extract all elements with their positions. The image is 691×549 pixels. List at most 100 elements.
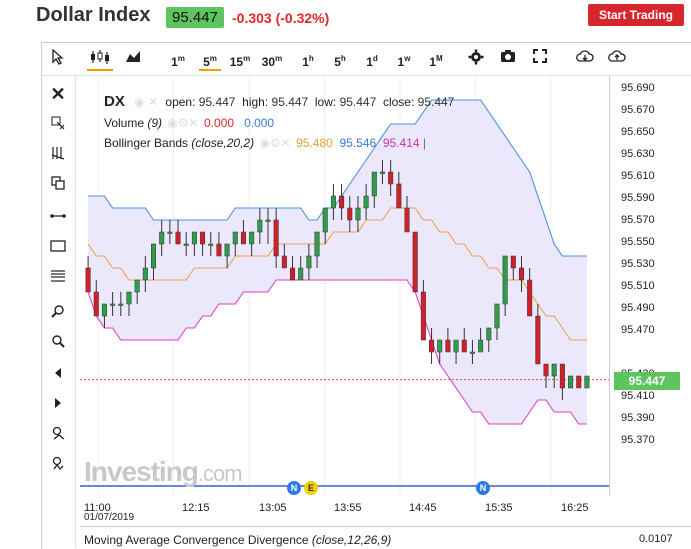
candle[interactable] xyxy=(469,351,475,354)
candle[interactable] xyxy=(110,303,116,306)
candle[interactable] xyxy=(584,375,590,389)
candle[interactable] xyxy=(183,243,189,246)
candle[interactable] xyxy=(224,243,230,257)
candle[interactable] xyxy=(290,267,296,281)
timeframe-5h[interactable]: 5h xyxy=(329,49,351,69)
candle[interactable] xyxy=(347,207,353,221)
eye-icon[interactable]: ◉ ✕ xyxy=(134,95,159,109)
candle[interactable] xyxy=(330,195,336,209)
start-trading-button[interactable]: Start Trading xyxy=(588,4,684,26)
candle[interactable] xyxy=(527,279,533,317)
candle[interactable] xyxy=(208,243,214,246)
bollinger-settings-icon[interactable]: ◉⚙✕ xyxy=(259,136,291,150)
candle[interactable] xyxy=(232,231,238,245)
candle[interactable] xyxy=(502,255,508,305)
candle[interactable] xyxy=(159,231,165,245)
volume-settings-icon[interactable]: ◉⚙✕ xyxy=(167,116,199,130)
candle[interactable] xyxy=(494,303,500,329)
candle[interactable] xyxy=(510,255,516,269)
candle[interactable] xyxy=(396,183,402,209)
candle[interactable] xyxy=(551,363,557,377)
candle[interactable] xyxy=(420,291,426,341)
candle[interactable] xyxy=(93,291,99,317)
close-icon[interactable]: ✕ xyxy=(50,84,66,104)
candle[interactable] xyxy=(200,231,206,245)
candle[interactable] xyxy=(101,303,107,317)
zoom-out-icon[interactable] xyxy=(50,334,66,350)
candle[interactable] xyxy=(543,363,549,377)
candle[interactable] xyxy=(216,243,222,257)
candle[interactable] xyxy=(576,375,582,389)
candle[interactable] xyxy=(379,171,385,174)
candle[interactable] xyxy=(559,363,565,389)
area-chart-icon[interactable] xyxy=(123,49,143,69)
candle[interactable] xyxy=(249,231,255,245)
candle[interactable] xyxy=(461,339,467,353)
candle[interactable] xyxy=(126,291,132,305)
candle[interactable] xyxy=(265,219,271,222)
candle[interactable] xyxy=(355,207,361,221)
candle[interactable] xyxy=(437,339,443,353)
candle[interactable] xyxy=(151,243,157,269)
timeframe-1w[interactable]: 1w xyxy=(393,49,415,69)
event-marker-e[interactable]: E xyxy=(304,481,318,495)
timeframe-1d[interactable]: 1d xyxy=(361,49,383,69)
scroll-right-icon[interactable] xyxy=(50,396,66,412)
candle[interactable] xyxy=(142,267,148,281)
candle[interactable] xyxy=(478,339,484,353)
candle[interactable] xyxy=(339,195,345,209)
cloud-upload-icon[interactable] xyxy=(607,49,627,69)
candle[interactable] xyxy=(298,267,304,281)
candle[interactable] xyxy=(191,231,197,245)
timeframe-1M[interactable]: 1M xyxy=(425,49,447,69)
event-marker-n[interactable]: N xyxy=(476,481,490,495)
candle[interactable] xyxy=(118,303,124,306)
candle[interactable] xyxy=(175,231,181,245)
candle[interactable] xyxy=(306,255,312,269)
scroll-left-icon[interactable] xyxy=(50,366,66,382)
candle[interactable] xyxy=(273,219,279,257)
candle[interactable] xyxy=(404,207,410,233)
candle[interactable] xyxy=(240,231,246,245)
magnet-icon[interactable] xyxy=(50,456,66,472)
price-axis[interactable]: 95.690 95.670 95.650 95.630 95.610 95.590 95.5… xyxy=(609,76,691,496)
candle[interactable] xyxy=(281,255,287,269)
trend-line-icon[interactable] xyxy=(50,208,66,224)
candle[interactable] xyxy=(257,219,263,233)
zoom-reset-icon[interactable] xyxy=(50,426,66,442)
cursor-icon[interactable] xyxy=(49,48,67,69)
candle[interactable] xyxy=(388,171,394,185)
candle[interactable] xyxy=(314,231,320,257)
timeframe-1m[interactable]: 1m xyxy=(167,49,189,69)
zoom-in-icon[interactable] xyxy=(50,304,66,320)
rectangle-icon[interactable] xyxy=(50,239,66,255)
fullscreen-icon[interactable] xyxy=(531,49,549,69)
price-chart[interactable] xyxy=(80,76,609,496)
candle[interactable] xyxy=(371,171,377,197)
gear-icon[interactable] xyxy=(467,49,485,69)
candle[interactable] xyxy=(568,375,574,389)
candle[interactable] xyxy=(363,195,369,209)
fibonacci-icon[interactable] xyxy=(50,269,66,285)
cloud-download-icon[interactable] xyxy=(575,49,595,69)
camera-icon[interactable] xyxy=(499,49,517,69)
timeframe-5m[interactable]: 5m xyxy=(199,49,221,71)
candlestick-icon[interactable] xyxy=(87,49,113,71)
copy-icon[interactable] xyxy=(50,176,66,192)
candle[interactable] xyxy=(134,279,140,293)
candle[interactable] xyxy=(167,231,173,234)
eraser-icon[interactable] xyxy=(50,116,66,132)
timeframe-30m[interactable]: 30m xyxy=(261,49,283,69)
clear-drawings-icon[interactable] xyxy=(50,146,66,162)
candle[interactable] xyxy=(518,267,524,281)
candle[interactable] xyxy=(486,327,492,341)
candle[interactable] xyxy=(445,339,451,353)
candle[interactable] xyxy=(412,231,418,293)
candle[interactable] xyxy=(322,207,328,233)
timeframe-1h[interactable]: 1h xyxy=(297,49,319,69)
timeframe-15m[interactable]: 15m xyxy=(229,49,251,69)
candle[interactable] xyxy=(535,315,541,365)
candle[interactable] xyxy=(453,339,459,353)
event-marker-n[interactable]: N xyxy=(287,481,301,495)
candle[interactable] xyxy=(85,267,91,293)
